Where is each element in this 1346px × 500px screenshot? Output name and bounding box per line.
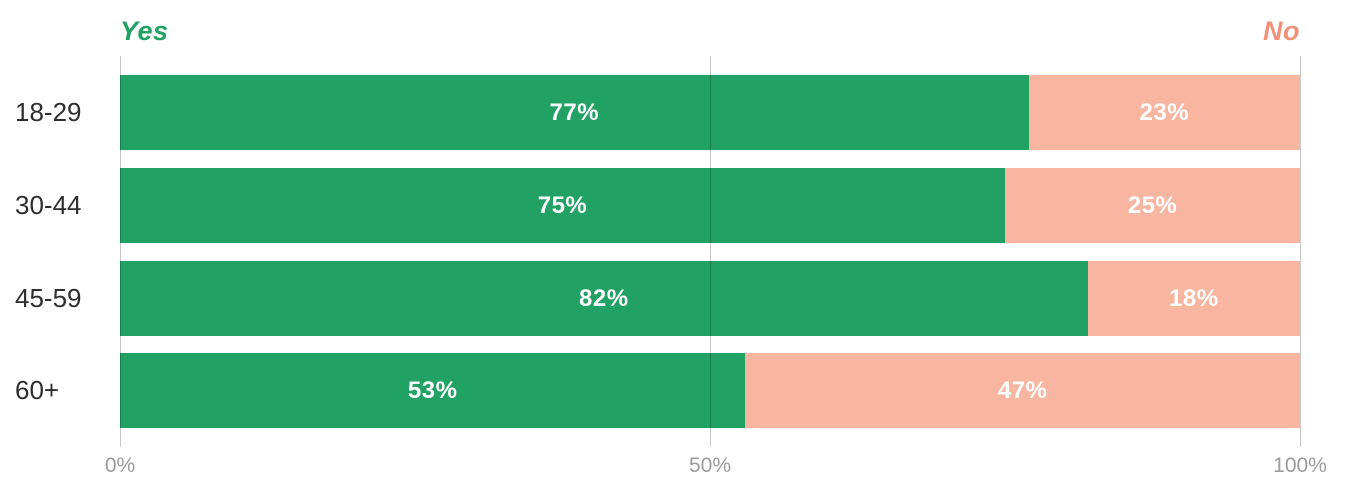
x-axis-tick-50: 50% <box>688 454 732 477</box>
bar-row-60+: 53% 47% <box>120 353 1300 428</box>
bar-value-yes-45-59: 82% <box>579 284 629 312</box>
bar-value-no-45-59: 18% <box>1169 284 1219 312</box>
legend-yes-label: Yes <box>120 16 169 46</box>
category-label-60+: 60+ <box>15 375 60 405</box>
bar-segment-no-45-59: 18% <box>1087 261 1300 336</box>
bar-segment-yes-45-59: 82% <box>120 261 1088 336</box>
x-axis-tick-100: 100% <box>1273 454 1327 477</box>
bar-row-18-29: 77% 23% <box>120 75 1300 150</box>
gridline-0pct <box>120 56 121 447</box>
bar-segment-yes-18-29: 77% <box>120 75 1029 150</box>
legend-no-label: No <box>1263 16 1300 46</box>
bar-value-yes-30-44: 75% <box>537 191 588 219</box>
bar-segment-yes-30-44: 75% <box>120 168 1005 243</box>
bar-segment-yes-60+: 53% <box>120 353 746 428</box>
gridline-50pct <box>710 56 711 447</box>
category-label-45-59: 45-59 <box>15 283 82 313</box>
bar-value-yes-18-29: 77% <box>549 98 600 126</box>
bar-value-no-60+: 47% <box>997 376 1048 404</box>
bar-row-45-59: 82% 18% <box>120 261 1300 336</box>
bar-value-no-30-44: 25% <box>1127 191 1178 219</box>
bar-value-no-18-29: 23% <box>1139 98 1190 126</box>
category-label-18-29: 18-29 <box>15 97 82 127</box>
bar-value-yes-60+: 53% <box>407 376 458 404</box>
category-label-30-44: 30-44 <box>15 190 82 220</box>
x-axis-tick-0: 0% <box>104 454 136 477</box>
bar-segment-no-60+: 47% <box>745 353 1300 428</box>
bar-segment-no-30-44: 25% <box>1005 168 1300 243</box>
bar-row-30-44: 75% 25% <box>120 168 1300 243</box>
gridline-100pct <box>1300 56 1301 447</box>
bar-segment-no-18-29: 23% <box>1028 75 1300 150</box>
